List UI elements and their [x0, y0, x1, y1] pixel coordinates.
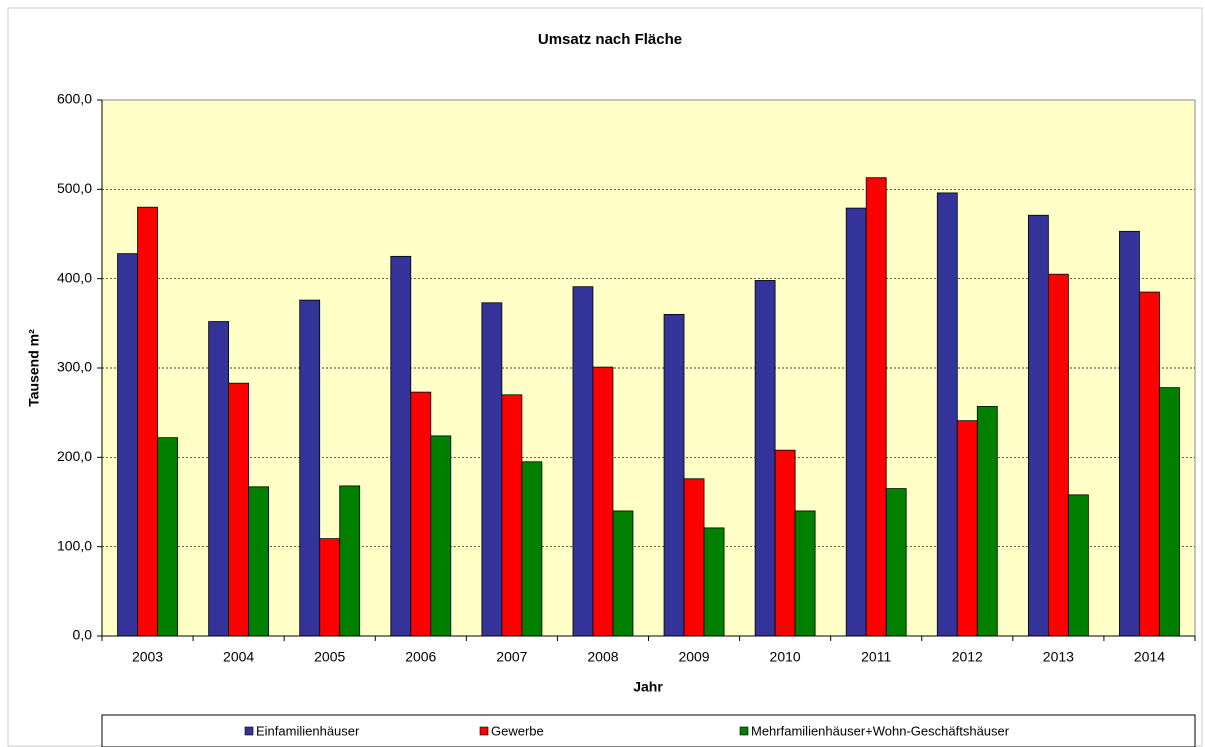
bar: [976, 406, 998, 637]
y-tick-label: 500,0: [57, 180, 92, 196]
x-tick-label: 2003: [132, 649, 163, 665]
legend-box: [101, 714, 1196, 747]
x-tick-label: 2008: [587, 649, 618, 665]
bar: [592, 366, 614, 637]
bar: [1027, 214, 1049, 637]
bar: [410, 391, 432, 637]
bar: [865, 177, 887, 637]
y-axis-label: Tausend m²: [26, 329, 42, 407]
x-tick-label: 2009: [678, 649, 709, 665]
bar: [390, 255, 412, 637]
bar: [339, 485, 361, 637]
bar: [794, 510, 816, 637]
bar: [157, 437, 178, 637]
legend-swatch: [739, 726, 749, 736]
x-axis-label: Jahr: [633, 679, 663, 695]
legend-label: Einfamilienhäuser: [256, 723, 360, 738]
x-tick-label: 2011: [861, 649, 891, 665]
y-tick-label: 0,0: [73, 627, 93, 643]
y-tick-label: 300,0: [57, 359, 92, 375]
legend-label: Mehrfamilienhäuser+Wohn-Geschäftshäuser: [751, 723, 1010, 738]
bar: [845, 207, 867, 637]
bar: [248, 486, 270, 637]
bar: [885, 488, 907, 637]
bar: [299, 299, 321, 637]
bar: [501, 394, 523, 637]
chart-title: Umsatz nach Fläche: [538, 31, 682, 48]
legend-label: Gewerbe: [491, 723, 544, 738]
bar: [703, 527, 725, 637]
x-tick-label: 2004: [223, 649, 254, 665]
x-tick-label: 2007: [496, 649, 527, 665]
bar: [1139, 291, 1160, 637]
y-tick-label: 100,0: [57, 537, 92, 553]
bar: [1159, 387, 1180, 637]
bar: [683, 478, 705, 637]
bar: [521, 461, 543, 637]
y-tick-label: 600,0: [57, 91, 92, 107]
bar: [1119, 230, 1140, 637]
bar: [774, 449, 796, 637]
x-tick-label: 2005: [314, 649, 345, 665]
x-tick-label: 2014: [1134, 649, 1165, 665]
bar: [612, 510, 634, 637]
bar: [956, 420, 978, 637]
bar: [481, 302, 503, 637]
bar: [663, 313, 685, 637]
bar: [572, 286, 594, 637]
bar: [430, 435, 452, 637]
x-tick-label: 2010: [770, 649, 801, 665]
bar: [1067, 494, 1089, 637]
legend-swatch: [244, 726, 254, 736]
x-tick-label: 2006: [405, 649, 436, 665]
bar: [208, 321, 230, 637]
bar: [1047, 273, 1069, 637]
y-tick-label: 400,0: [57, 269, 92, 285]
bar: [319, 538, 341, 637]
bar: [137, 206, 158, 637]
legend-swatch: [479, 726, 489, 736]
x-tick-label: 2012: [952, 649, 983, 665]
bar: [936, 192, 958, 637]
x-tick-label: 2013: [1043, 649, 1074, 665]
bar: [228, 382, 250, 637]
y-tick-label: 200,0: [57, 448, 92, 464]
bar: [117, 253, 138, 637]
bar: [754, 280, 776, 637]
